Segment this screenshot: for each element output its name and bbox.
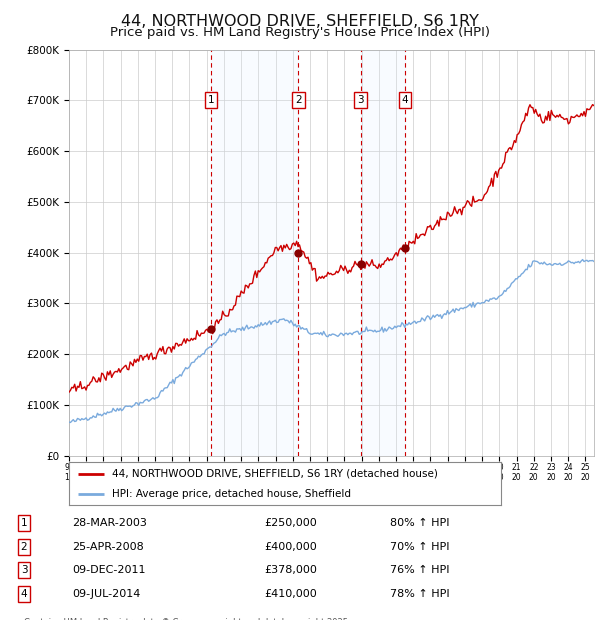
Text: 28-MAR-2003: 28-MAR-2003 [72,518,147,528]
Text: 70% ↑ HPI: 70% ↑ HPI [390,542,449,552]
Text: 2: 2 [20,542,28,552]
Text: 25-APR-2008: 25-APR-2008 [72,542,144,552]
Text: 44, NORTHWOOD DRIVE, SHEFFIELD, S6 1RY: 44, NORTHWOOD DRIVE, SHEFFIELD, S6 1RY [121,14,479,29]
Bar [211,50,298,456]
Text: £250,000: £250,000 [264,518,317,528]
Text: 3: 3 [357,95,364,105]
Text: £410,000: £410,000 [264,589,317,599]
Text: 78% ↑ HPI: 78% ↑ HPI [390,589,449,599]
Text: HPI: Average price, detached house, Sheffield: HPI: Average price, detached house, Shef… [112,489,351,500]
Text: 2: 2 [295,95,302,105]
Text: £378,000: £378,000 [264,565,317,575]
Text: 1: 1 [208,95,214,105]
Text: 4: 4 [401,95,409,105]
Text: 4: 4 [20,589,28,599]
Text: 80% ↑ HPI: 80% ↑ HPI [390,518,449,528]
Text: 3: 3 [20,565,28,575]
Text: £400,000: £400,000 [264,542,317,552]
Text: 76% ↑ HPI: 76% ↑ HPI [390,565,449,575]
Text: Price paid vs. HM Land Registry's House Price Index (HPI): Price paid vs. HM Land Registry's House … [110,26,490,39]
Text: Contains HM Land Registry data © Crown copyright and database right 2025.: Contains HM Land Registry data © Crown c… [24,618,350,620]
Text: 44, NORTHWOOD DRIVE, SHEFFIELD, S6 1RY (detached house): 44, NORTHWOOD DRIVE, SHEFFIELD, S6 1RY (… [112,469,438,479]
Text: 09-JUL-2014: 09-JUL-2014 [72,589,140,599]
Text: 1: 1 [20,518,28,528]
Bar [361,50,405,456]
Text: 09-DEC-2011: 09-DEC-2011 [72,565,146,575]
